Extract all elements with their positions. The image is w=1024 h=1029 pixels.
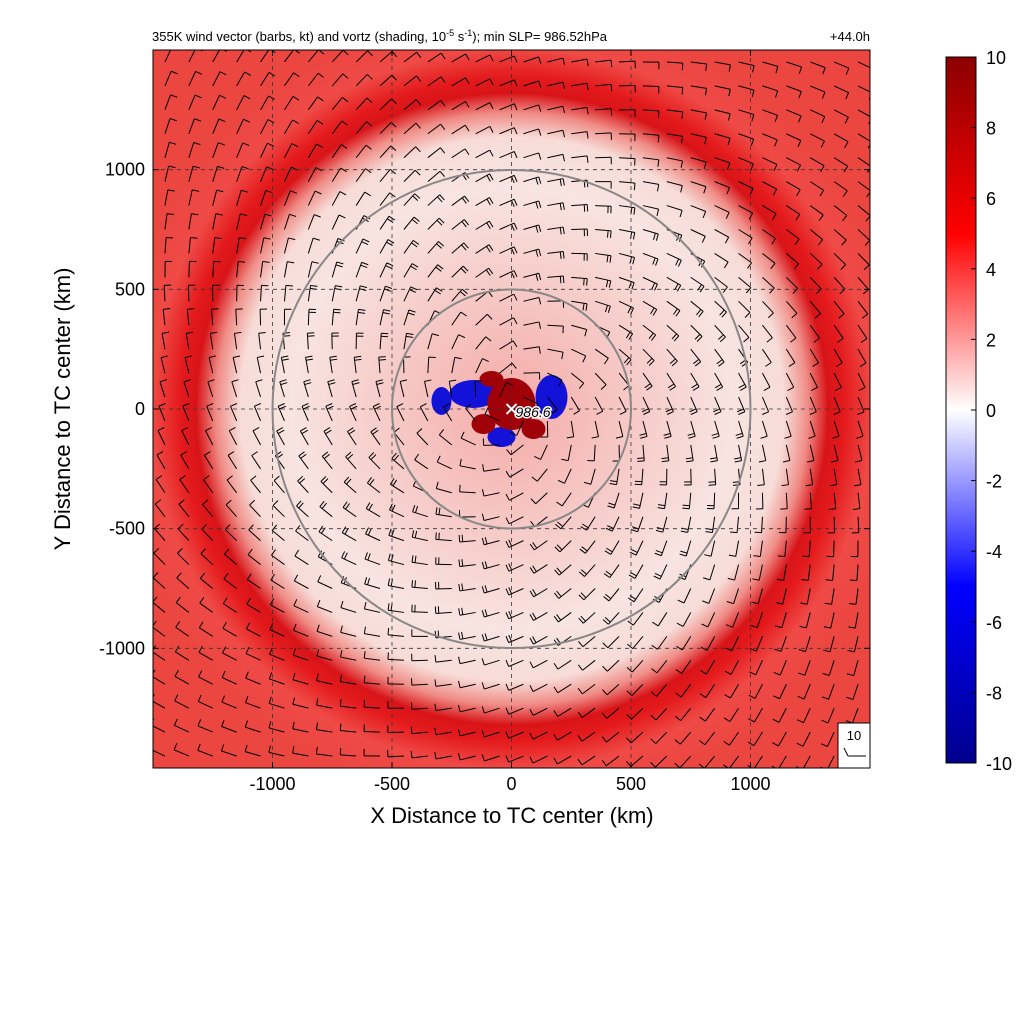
wind-barb-flag: [682, 87, 683, 94]
wind-barb-flag: [411, 702, 412, 709]
wind-barb-flag: [563, 276, 564, 283]
y-tick-label: 1000: [105, 160, 145, 180]
colorbar-tick-label: 6: [986, 189, 996, 209]
wind-barb-flag: [637, 461, 644, 462]
wind-barb-flag: [411, 727, 412, 734]
colorbar-tick-label: -4: [986, 542, 1002, 562]
y-tick-label: 0: [135, 399, 145, 419]
wind-barb-flag: [611, 84, 612, 91]
wind-barb-flag: [683, 505, 690, 506]
wind-barb-flag: [333, 312, 340, 313]
wind-barb-flag: [439, 533, 440, 540]
wind-barb-flag: [334, 309, 341, 310]
colorbar-tick-label: -2: [986, 472, 1002, 492]
wind-barb-flag: [730, 532, 737, 533]
wind-barb-flag: [637, 458, 644, 459]
wind-barb-flag: [805, 509, 812, 510]
wind-barb-flag: [238, 261, 245, 262]
y-tick-label: -500: [109, 519, 145, 539]
wind-barb-flag: [634, 183, 635, 190]
wind-barb-flag: [635, 484, 642, 485]
wind-barb-flag: [584, 278, 585, 285]
wind-barb-shaft: [834, 541, 835, 557]
wind-barb-shaft: [412, 612, 428, 613]
wind-barb-flag: [829, 509, 836, 510]
wind-barb-flag: [436, 532, 437, 539]
wind-barb-shaft: [643, 86, 659, 87]
x-tick-label: 1000: [730, 774, 770, 794]
wind-barb-flag: [587, 279, 588, 286]
wind-barb-flag: [462, 535, 463, 542]
wind-barb-flag: [412, 580, 413, 587]
wind-barb-shaft: [189, 261, 190, 277]
wind-barb-flag: [364, 676, 365, 683]
wind-barb-flag: [607, 231, 608, 238]
wind-barb-flag: [826, 580, 833, 581]
wind-barb-flag: [587, 180, 588, 187]
wind-barb-flag: [379, 357, 386, 358]
colorbar-tick-label: 2: [986, 330, 996, 350]
forecast-time-label: +44.0h: [830, 29, 870, 44]
wind-barb-shaft: [714, 493, 715, 509]
x-tick-label: -1000: [249, 774, 295, 794]
wind-barb-shaft: [364, 732, 380, 733]
x-tick-label: 500: [616, 774, 646, 794]
x-axis-label: X Distance to TC center (km): [370, 803, 653, 828]
wind-barb-flag: [190, 238, 197, 239]
wind-barb-flag: [658, 135, 659, 142]
wind-barb-flag: [212, 309, 219, 310]
x-tick-label: -500: [374, 774, 410, 794]
y-tick-label: 500: [115, 279, 145, 299]
wind-barb-flag: [187, 309, 194, 310]
colorbar-tick-label: -10: [986, 754, 1012, 774]
wind-barb-flag: [610, 231, 611, 238]
colorbar-tick-label: 0: [986, 401, 996, 421]
wind-barb-flag: [381, 336, 388, 337]
barb-key-label: 10: [847, 728, 861, 743]
wind-barb-flag: [388, 628, 389, 635]
wind-barb-flag: [435, 631, 436, 638]
colorbar-tick-label: 10: [986, 48, 1006, 68]
wind-barb-flag: [611, 109, 612, 116]
barb-key: 10: [838, 723, 870, 768]
chart-title: 355K wind vector (barbs, kt) and vortz (…: [152, 28, 608, 44]
colorbar-tick-label: -8: [986, 683, 1002, 703]
colorbar: 10 8 6 4 2 0 -2 -4 -6 -8 -10: [946, 48, 1012, 774]
wind-barb-shaft: [308, 309, 309, 325]
x-tick-label: 0: [506, 774, 516, 794]
wind-barb-flag: [459, 535, 460, 542]
wind-barb-flag: [340, 724, 341, 731]
wind-barb-flag: [381, 333, 388, 334]
wind-barb-flag: [415, 580, 416, 587]
negative-vorticity-blob: [432, 387, 452, 415]
wind-barb-shaft: [595, 206, 611, 207]
wind-barb-flag: [635, 481, 642, 482]
center-slp-label: 986.6: [516, 404, 551, 420]
wind-barb-flag: [379, 360, 386, 361]
positive-vorticity-blob: [522, 419, 546, 439]
y-axis-label: Y Distance to TC center (km): [50, 268, 75, 551]
colorbar-tick-label: 4: [986, 260, 996, 280]
colorbar-tick-label: 8: [986, 119, 996, 139]
y-tick-label: -1000: [99, 638, 145, 658]
colorbar-ticks: 10 8 6 4 2 0 -2 -4 -6 -8 -10: [971, 48, 1012, 774]
wind-barb-flag: [286, 285, 293, 286]
wind-barb-flag: [778, 556, 785, 557]
wind-barb-flag: [560, 276, 561, 283]
colorbar-tick-label: -6: [986, 613, 1002, 633]
wind-barb-flag: [682, 508, 689, 509]
